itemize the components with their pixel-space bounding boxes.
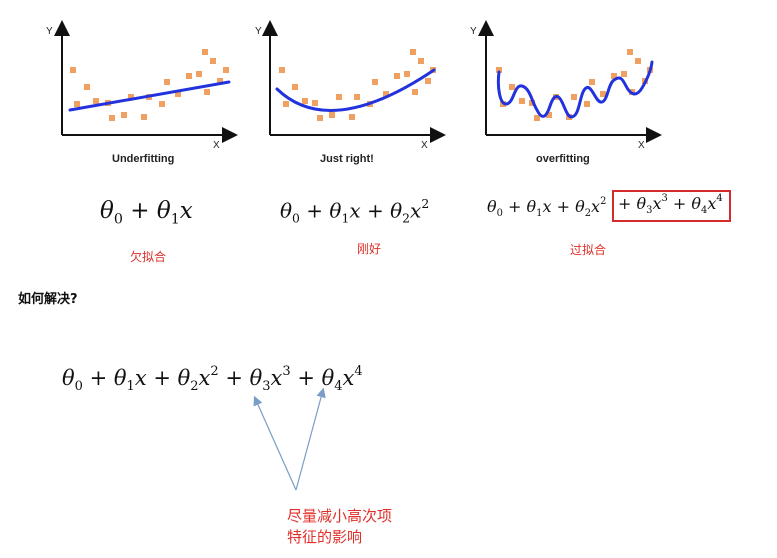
just-right-plot: [262, 20, 446, 143]
question-heading: 如何解决?: [18, 292, 78, 307]
arrow-to-theta4: [295, 387, 326, 491]
y-axis-label: Y: [46, 26, 53, 37]
label-just-right: 刚好: [357, 242, 382, 256]
fit-line: [68, 80, 231, 112]
just-right-title: Just right!: [320, 153, 374, 165]
formula-just-right: θ0 + θ1x + θ2x2: [280, 196, 430, 226]
label-underfit: 欠拟合: [130, 250, 167, 264]
fit-curve: [275, 68, 436, 112]
x-axis-label: X: [213, 140, 220, 151]
overfitting-title: overfitting: [536, 153, 590, 165]
annotation-text: 尽量减小高次项 特征的影响: [287, 506, 392, 548]
formula-underfitting: θ0 + θ1x: [100, 198, 193, 228]
arrow-to-theta3: [253, 395, 297, 491]
formula-highlight-box: + θ3x3 + θ4x4: [612, 190, 731, 223]
underfitting-plot: [54, 20, 238, 143]
underfitting-title: Underfitting: [112, 153, 175, 165]
annotation-line-1: 尽量减小高次项: [287, 507, 393, 525]
fit-curve: [496, 60, 654, 119]
y-axis-label: Y: [470, 26, 477, 37]
fit-plots: [54, 20, 662, 143]
x-axis-label: X: [421, 140, 428, 151]
label-overfit: 过拟合: [570, 243, 607, 257]
x-axis-label: X: [638, 140, 645, 151]
overfitting-plot: [478, 20, 662, 143]
y-axis-label: Y: [255, 26, 262, 37]
formula-overfitting: θ0 + θ1x + θ2x2: [487, 196, 607, 220]
formula-full: θ0 + θ1x + θ2x2 + θ3x3 + θ4x4: [62, 364, 363, 395]
annotation-line-2: 特征的影响: [287, 528, 363, 546]
